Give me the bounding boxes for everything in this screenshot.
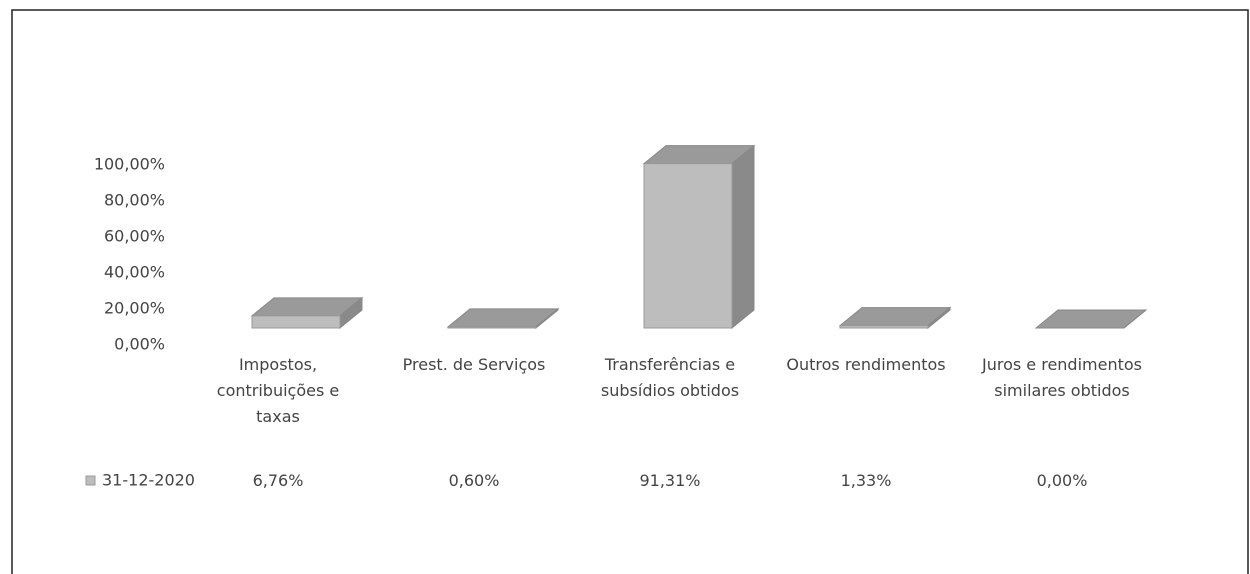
data-table-value: 1,33% (840, 471, 892, 490)
y-tick-label: 20,00% (104, 299, 165, 318)
x-tick-label: Outros rendimentos (786, 355, 946, 374)
legend-label: 31-12-2020 (102, 471, 195, 490)
legend-marker (85, 475, 96, 486)
bar-top (1034, 309, 1148, 329)
frame (11, 9, 1249, 574)
y-tick-label: 80,00% (104, 191, 165, 210)
data-table-value: 6,76% (252, 471, 304, 490)
bar (643, 163, 733, 329)
bar-top (446, 308, 560, 328)
bar-side (1123, 309, 1147, 329)
bar (251, 315, 341, 329)
x-tick-label: Transferências e subsídios obtidos (600, 355, 740, 400)
data-table-value: 91,31% (639, 471, 701, 490)
bar (447, 326, 537, 329)
y-tick-label: 40,00% (104, 263, 165, 282)
x-tick-label: Impostos, contribuições e taxas (216, 355, 340, 426)
y-tick-label: 100,00% (94, 155, 165, 174)
x-tick-label: Prest. de Serviços (402, 355, 546, 374)
bar (839, 325, 929, 329)
data-table-value: 0,00% (1036, 471, 1088, 490)
bar-side (731, 144, 755, 330)
y-tick-label: 0,00% (114, 335, 165, 354)
data-table-value: 0,60% (448, 471, 500, 490)
x-tick-label: Juros e rendimentos similares obtidos (981, 355, 1142, 400)
y-tick-label: 60,00% (104, 227, 165, 246)
